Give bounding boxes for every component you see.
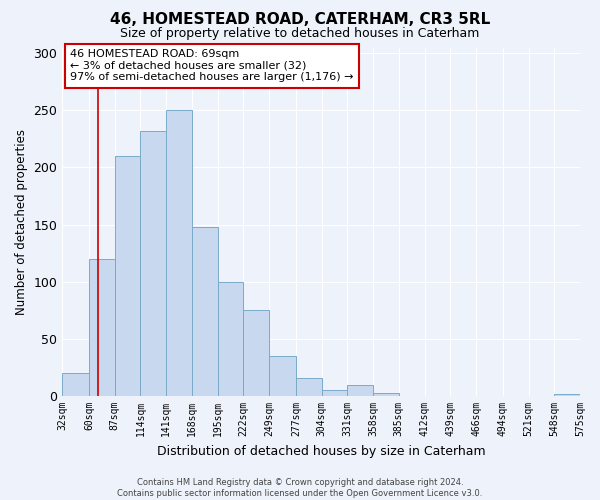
Bar xyxy=(218,282,244,396)
Bar xyxy=(322,390,347,396)
Text: Contains HM Land Registry data © Crown copyright and database right 2024.
Contai: Contains HM Land Registry data © Crown c… xyxy=(118,478,482,498)
Bar xyxy=(115,156,140,396)
Bar xyxy=(166,110,192,396)
Y-axis label: Number of detached properties: Number of detached properties xyxy=(15,129,28,315)
Bar xyxy=(554,394,580,396)
Text: 46 HOMESTEAD ROAD: 69sqm
← 3% of detached houses are smaller (32)
97% of semi-de: 46 HOMESTEAD ROAD: 69sqm ← 3% of detache… xyxy=(70,49,353,82)
Bar xyxy=(192,227,218,396)
Bar xyxy=(62,373,89,396)
Bar xyxy=(347,384,373,396)
Bar xyxy=(373,392,399,396)
Bar xyxy=(269,356,296,396)
Bar xyxy=(140,131,166,396)
Bar xyxy=(89,259,115,396)
Text: Size of property relative to detached houses in Caterham: Size of property relative to detached ho… xyxy=(121,28,479,40)
X-axis label: Distribution of detached houses by size in Caterham: Distribution of detached houses by size … xyxy=(157,444,485,458)
Bar xyxy=(296,378,322,396)
Text: 46, HOMESTEAD ROAD, CATERHAM, CR3 5RL: 46, HOMESTEAD ROAD, CATERHAM, CR3 5RL xyxy=(110,12,490,28)
Bar xyxy=(244,310,269,396)
